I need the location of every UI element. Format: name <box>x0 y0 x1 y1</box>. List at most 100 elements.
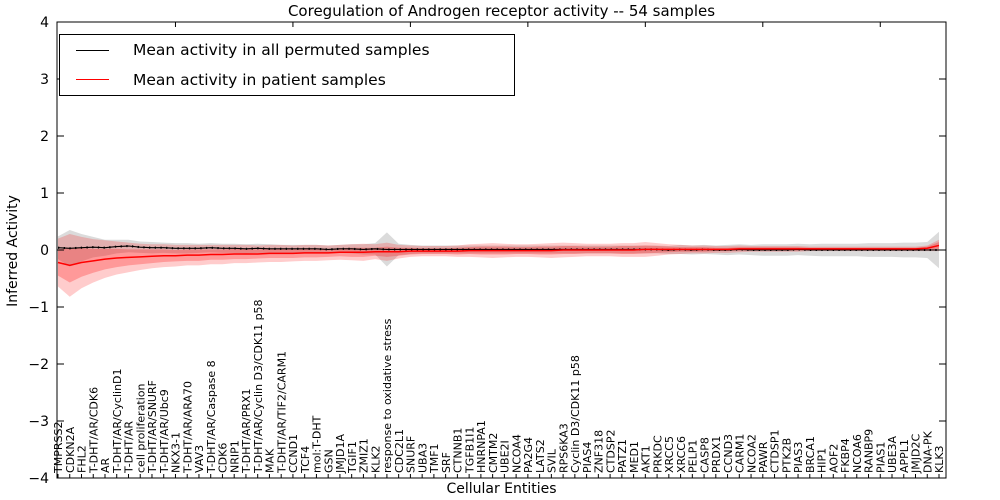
x-tick-label: TCF4 <box>299 446 312 474</box>
x-tick-label: TGIF1 <box>346 441 359 474</box>
x-tick-label: cell proliferation <box>134 383 147 473</box>
x-tick-label: CTNNB1 <box>452 428 465 473</box>
band-patient-std-inner <box>58 242 939 283</box>
x-tick-label: NRIP1 <box>228 440 241 473</box>
x-tick-label: T-DHT/AR/SNURF <box>146 380 159 474</box>
y-axis-label: Inferred Activity <box>5 195 21 307</box>
x-tick-label: CCND1 <box>287 434 300 473</box>
y-tick-label: −2 <box>28 357 49 373</box>
x-tick-label: T-DHT/AR/Cyclin D3/CDK11 p58 <box>252 299 265 474</box>
x-tick-label: XRCC6 <box>675 436 688 473</box>
x-tick-label: SNURF <box>405 436 418 473</box>
x-tick-label: TMPRSS2 <box>52 422 65 474</box>
x-tick-label: GSN <box>322 449 335 473</box>
x-tick-label: CDKN2A <box>64 426 77 473</box>
x-tick-label: FHL2 <box>76 445 89 473</box>
x-tick-label: CMTM2 <box>487 433 500 473</box>
legend-label-permuted: Mean activity in all permuted samples <box>133 41 430 60</box>
x-tick-label: VAV3 <box>193 445 206 473</box>
x-tick-label: CDK6 <box>217 443 230 473</box>
x-tick-label: ZNF318 <box>593 430 606 473</box>
x-tick-label: PIAS4 <box>581 442 594 473</box>
x-tick-label: LATS2 <box>534 439 547 473</box>
x-tick-label: DNA-PK <box>921 430 934 473</box>
legend-item-patient: Mean activity in patient samples <box>60 66 514 94</box>
x-tick-label: TGFB1I1 <box>463 427 476 474</box>
x-tick-label: JMJD1A <box>334 434 347 474</box>
x-tick-label: UBE2I <box>499 440 512 473</box>
legend-label-patient: Mean activity in patient samples <box>133 70 386 89</box>
x-tick-label: APPL1 <box>898 439 911 473</box>
x-tick-label: CASP8 <box>698 437 711 473</box>
x-tick-label: SVIL <box>546 448 559 473</box>
x-tick-label: BRCA1 <box>804 436 817 473</box>
x-tick-label: TMF1 <box>428 443 441 474</box>
chart-title: Coregulation of Androgen receptor activi… <box>287 2 716 20</box>
x-tick-label: NCOA2 <box>745 434 758 473</box>
y-tick-label: 3 <box>40 72 49 88</box>
x-tick-label: PA2G4 <box>522 437 535 473</box>
x-tick-label: Cyclin D3/CDK11 p58 <box>569 355 582 473</box>
x-tick-label: AOF2 <box>827 444 840 473</box>
legend-line-permuted-icon <box>76 49 109 51</box>
x-tick-label: CTDSP1 <box>769 430 782 473</box>
x-tick-label: XRCC5 <box>663 436 676 473</box>
x-tick-label: MAK <box>264 448 277 473</box>
x-tick-label: JMJD2C <box>910 434 923 474</box>
x-tick-label: T-DHT/AR/CyclinD1 <box>111 368 124 474</box>
x-tick-label: MED1 <box>628 441 641 473</box>
y-tick-label: 1 <box>40 186 49 202</box>
y-tick-label: 0 <box>40 243 49 259</box>
legend-line-patient-icon <box>76 79 109 81</box>
x-tick-label: T-DHT/AR/TIF2/CARM1 <box>275 351 288 474</box>
x-tick-label: FKBP4 <box>839 438 852 473</box>
x-tick-label: T-DHT/AR/Ubc9 <box>158 389 171 474</box>
x-tick-label: T-DHT/AR/Caspase 8 <box>205 360 218 474</box>
x-tick-label: NCOA6 <box>851 434 864 473</box>
x-tick-label: CTDSP2 <box>604 430 617 473</box>
x-tick-label: T-DHT/AR/ARA70 <box>181 381 194 474</box>
x-tick-label: KLK3 <box>933 445 946 473</box>
x-axis-label: Cellular Entities <box>446 481 557 497</box>
x-tick-label: UBA3 <box>416 443 429 473</box>
x-tick-label: PELP1 <box>687 440 700 473</box>
x-tick-label: PRDX1 <box>710 436 723 473</box>
x-tick-label: NCOA4 <box>510 434 523 473</box>
y-tick-label: 4 <box>40 15 49 31</box>
x-tick-label: PIAS3 <box>792 442 805 473</box>
x-tick-label: ZMIZ1 <box>358 438 371 473</box>
x-tick-label: PAWR <box>757 441 770 473</box>
x-tick-label: KLK2 <box>369 445 382 473</box>
x-tick-label: CARM1 <box>734 434 747 473</box>
x-tick-label: response to oxidative stress <box>381 318 394 473</box>
series-line <box>57 244 940 267</box>
x-tick-label: UBE3A <box>886 435 899 473</box>
x-tick-label: HNRNPA1 <box>475 420 488 473</box>
x-tick-label: NKX3-1 <box>170 432 183 473</box>
series-line <box>57 245 939 251</box>
x-tick-label: CCND3 <box>722 434 735 473</box>
x-tick-label: AR <box>99 457 112 473</box>
x-tick-label: PIAS1 <box>874 442 887 473</box>
x-tick-label: PRKDC <box>651 435 664 473</box>
x-tick-label: HIP1 <box>816 448 829 473</box>
x-tick-label: T-DHT/AR/CDK6 <box>87 387 100 474</box>
x-tick-label: AKT1 <box>640 445 653 473</box>
x-tick-label: SRF <box>440 452 453 473</box>
x-tick-label: PTK2B <box>780 438 793 473</box>
x-tick-label: T-DHT/AR <box>123 421 136 474</box>
x-tick-label: RANBP9 <box>863 429 876 473</box>
y-tick-label: −1 <box>28 300 49 316</box>
x-tick-label: RPS6KA3 <box>557 423 570 473</box>
y-tick-label: 2 <box>40 129 49 145</box>
legend-item-permuted: Mean activity in all permuted samples <box>60 36 514 64</box>
x-tick-label: PATZ1 <box>616 439 629 473</box>
legend: Mean activity in all permuted samples Me… <box>59 34 515 96</box>
y-tick-label: −4 <box>28 471 49 487</box>
x-tick-label: T-DHT/AR/PRX1 <box>240 388 253 474</box>
y-tick-label: −3 <box>28 414 49 430</box>
x-tick-label: mol:T-DHT <box>311 415 324 473</box>
x-tick-label: CDC2L1 <box>393 429 406 473</box>
